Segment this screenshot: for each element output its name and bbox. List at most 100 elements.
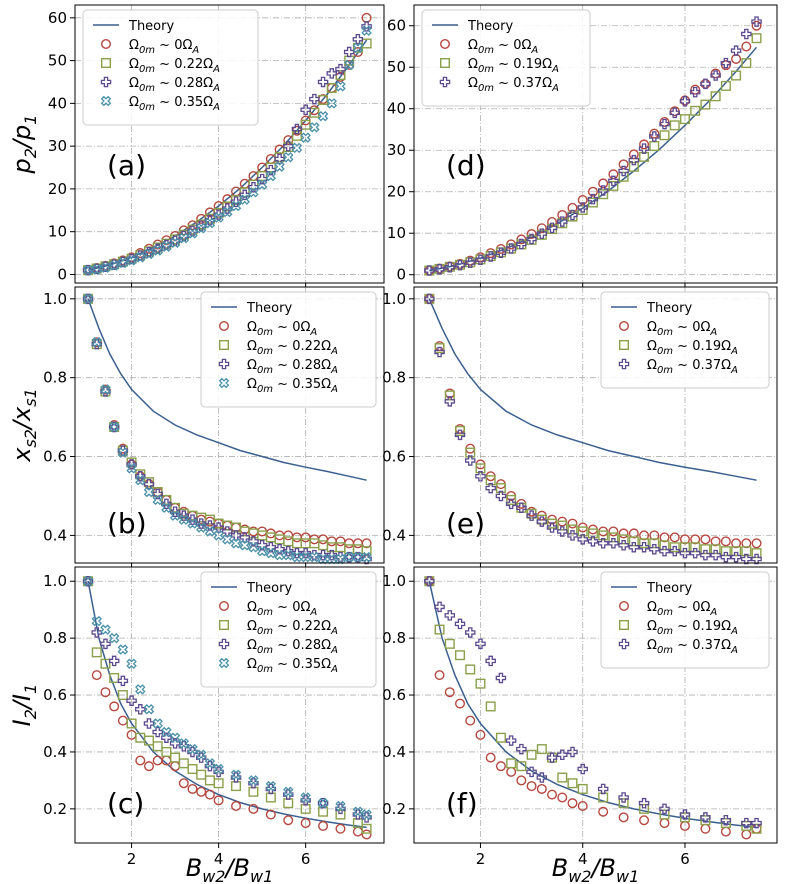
- data-point: [567, 778, 578, 789]
- data-point: [649, 530, 660, 541]
- y-tick-label: 30: [387, 141, 406, 159]
- data-point: [618, 812, 629, 823]
- data-point: [526, 229, 537, 240]
- data-point: [126, 718, 137, 729]
- series-3: [424, 293, 762, 565]
- data-point: [628, 528, 639, 539]
- data-point: [618, 792, 629, 803]
- data-point: [213, 778, 224, 789]
- data-point: [618, 798, 629, 809]
- axes-frame: [74, 566, 385, 844]
- data-point: [536, 783, 547, 794]
- data-point: [100, 638, 111, 650]
- data-point: [475, 463, 486, 474]
- y-tick-label: 1.0: [43, 290, 67, 308]
- data-point: [649, 538, 660, 549]
- x-tick-label: 2: [476, 850, 486, 868]
- data-point: [152, 488, 163, 500]
- data-point: [741, 820, 752, 831]
- data-point: [587, 197, 598, 208]
- data-point: [300, 547, 311, 559]
- data-point: [91, 264, 102, 275]
- data-point: [505, 498, 517, 510]
- x-axis-label-left: Bw2/Bw1: [186, 854, 274, 884]
- data-point: [352, 809, 364, 820]
- data-point: [536, 772, 548, 783]
- data-point: [300, 818, 311, 829]
- data-point: [495, 761, 506, 772]
- data-point: [485, 251, 496, 262]
- data-point: [230, 772, 242, 783]
- data-point: [434, 346, 445, 358]
- data-point: [577, 801, 588, 812]
- data-point: [91, 615, 102, 627]
- data-point: [143, 735, 154, 746]
- data-point: [283, 140, 294, 152]
- y-tick-label: 30: [48, 137, 67, 155]
- data-point: [213, 530, 224, 541]
- legend-label: Ω0m ~ 0.22ΩA: [129, 57, 220, 75]
- data-point: [690, 542, 701, 553]
- data-point: [444, 687, 455, 698]
- data-point: [335, 823, 346, 834]
- theory-line: [87, 298, 367, 481]
- data-point: [434, 624, 445, 635]
- data-point: [557, 216, 568, 227]
- panel-c: 2 4 6 0.2 0.4 0.6 0.8 1.0 (c) I2/I1 Theory Ω0m ~ 0Ω…: [8, 566, 385, 868]
- y-tick-label: 0.8: [43, 629, 67, 647]
- data-point: [100, 624, 111, 635]
- data-point: [526, 233, 537, 245]
- data-point: [126, 695, 137, 706]
- data-point: [100, 687, 111, 698]
- data-point: [485, 701, 496, 712]
- data-point: [659, 118, 670, 130]
- data-point: [700, 815, 711, 826]
- y-tick-label: 0.8: [43, 369, 67, 387]
- data-point: [689, 86, 701, 98]
- data-point: [434, 601, 445, 613]
- data-point: [516, 238, 527, 250]
- data-point: [710, 544, 721, 555]
- data-point: [265, 780, 277, 792]
- data-point: [679, 812, 690, 823]
- data-point: [506, 758, 517, 769]
- data-point: [741, 817, 752, 829]
- data-point: [649, 128, 660, 139]
- data-point: [669, 532, 680, 543]
- data-point: [679, 542, 690, 553]
- data-point: [204, 758, 216, 769]
- data-point: [283, 789, 294, 800]
- data-point: [485, 482, 496, 494]
- y-tick-label: 0.6: [43, 448, 67, 466]
- data-point: [335, 63, 346, 75]
- data-point: [143, 761, 154, 772]
- data-point: [126, 459, 137, 470]
- y-tick-label: 0.8: [382, 369, 406, 387]
- data-point: [195, 223, 207, 234]
- data-point: [108, 655, 120, 667]
- legend-marker: [100, 95, 112, 107]
- x-axis-label-right: Bw2/Bw1: [552, 854, 640, 884]
- panel-letter: (a): [107, 149, 146, 182]
- data-point: [256, 179, 268, 190]
- data-point: [659, 809, 670, 820]
- data-point: [475, 471, 486, 482]
- axes-frame: [74, 4, 385, 284]
- data-point: [720, 818, 731, 829]
- data-point: [741, 28, 752, 40]
- legend-box: [421, 9, 591, 107]
- data-point: [741, 41, 752, 52]
- data-point: [187, 743, 198, 755]
- legend-marker: [218, 377, 230, 389]
- data-point: [608, 180, 619, 191]
- data-point: [117, 675, 129, 687]
- data-point: [547, 789, 558, 800]
- data-point: [669, 120, 680, 131]
- axes-frame: [413, 4, 778, 284]
- legend-marker: [618, 358, 630, 370]
- data-point: [639, 530, 650, 541]
- data-point: [335, 81, 346, 92]
- legend-marker: [218, 601, 229, 612]
